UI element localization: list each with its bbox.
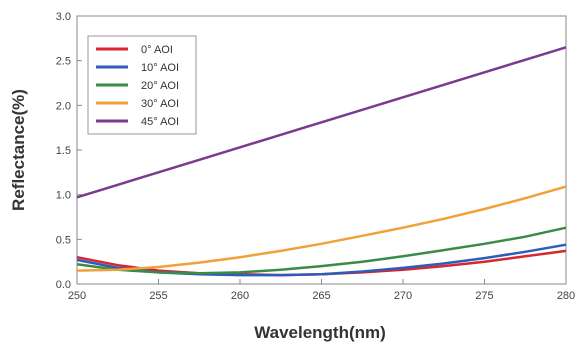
legend-label: 45° AOI <box>141 116 179 128</box>
y-tick-label: 1.0 <box>56 190 71 202</box>
y-tick-label: 0.5 <box>56 234 71 246</box>
series-line-5 <box>76 46 567 199</box>
x-tick-label: 255 <box>149 290 167 302</box>
y-tick-label: 3.0 <box>56 11 71 23</box>
legend-label: 30° AOI <box>141 98 179 110</box>
ticks-layer: 250 255 260 265 270 275 280 0.0 0.5 1.0 1.5 2.0 2.5 3… <box>56 11 575 302</box>
x-axis-title: Wavelength(nm) <box>254 323 386 342</box>
y-tick-label: 1.5 <box>56 145 71 157</box>
y-tick-label: 2.0 <box>56 100 71 112</box>
x-tick-label: 260 <box>231 290 249 302</box>
y-axis-title: Reflectance(%) <box>9 89 28 211</box>
y-tick-label: 0.0 <box>56 279 71 291</box>
y-tick-label: 2.5 <box>56 56 71 68</box>
series-layer <box>76 46 567 277</box>
x-tick-label: 270 <box>394 290 412 302</box>
legend-label: 20° AOI <box>141 80 179 92</box>
x-tick-label: 275 <box>475 290 493 302</box>
legend-label: 10° AOI <box>141 62 179 74</box>
series-line-3 <box>76 226 567 275</box>
series-line-4 <box>76 185 567 272</box>
legend: 0° AOI 10° AOI 20° AOI 30° AOI 45° AOI <box>87 35 197 135</box>
x-tick-label: 280 <box>557 290 575 302</box>
x-tick-label: 265 <box>312 290 330 302</box>
x-tick-label: 250 <box>68 290 86 302</box>
legend-label: 0° AOI <box>141 44 173 56</box>
